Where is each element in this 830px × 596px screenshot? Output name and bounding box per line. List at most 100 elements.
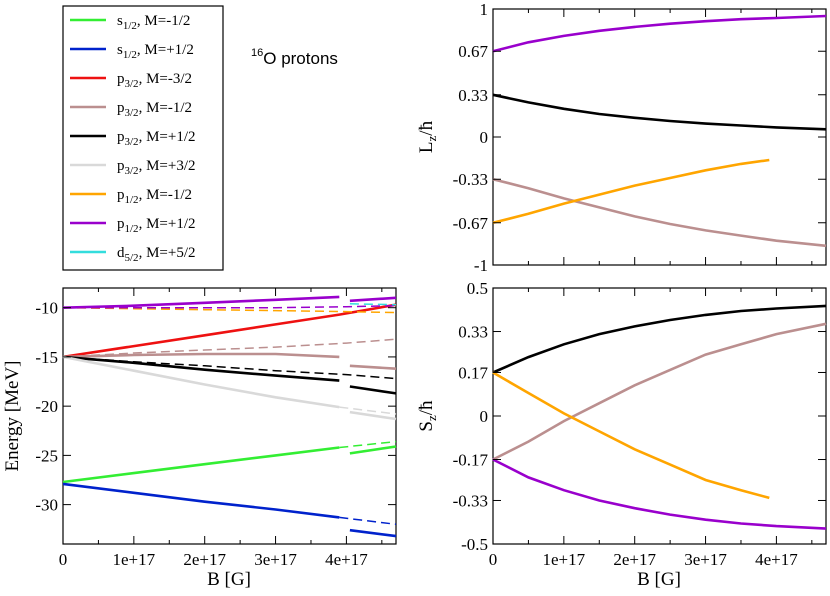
legend-orbital: p xyxy=(117,187,125,203)
legend-items-group: s1/2, M=-1/2s1/2, M=+1/2p3/2, M=-3/2p3/2… xyxy=(70,13,196,264)
energy-series-group xyxy=(62,295,397,538)
energy-series-p32_p32-dashed xyxy=(339,406,397,415)
sz-x-tick-label: 4e+17 xyxy=(755,550,798,569)
legend-label-p12_m12: p1/2, M=-1/2 xyxy=(117,187,192,206)
nucleus-label: O protons xyxy=(263,49,338,68)
legend-suffix: , M=-1/2 xyxy=(139,100,192,116)
nucleus-note: 16O protons xyxy=(251,47,338,68)
lz-panel: -1 -0.67 -0.33 0 0.33 0.67 1 Lz/ħ xyxy=(416,0,827,275)
lz-ticks-group: -1 -0.67 -0.33 0 0.33 0.67 1 xyxy=(453,0,826,275)
lz-y-tick-label: -0.33 xyxy=(453,170,488,189)
energy-series-d52_p52-dashed xyxy=(349,303,397,306)
energy-series-p32_m12 xyxy=(349,364,397,370)
sz-y-tick-label: 0.5 xyxy=(467,279,488,298)
legend-suffix: , M=-1/2 xyxy=(137,13,190,29)
energy-series-p12_p12 xyxy=(349,296,397,303)
energy-series-s12_p12-dashed xyxy=(339,516,397,526)
energy-x-axis-label: B [G] xyxy=(207,569,251,590)
sz-y-tick-label: -0.33 xyxy=(453,491,488,510)
legend-label-p32_p12: p3/2, M=+1/2 xyxy=(117,129,196,148)
energy-x-tick-label: 2e+17 xyxy=(183,550,226,569)
energy-x-tick-label: 0 xyxy=(59,550,68,569)
legend-subscript: 3/2 xyxy=(125,165,139,177)
legend-suffix: , M=-1/2 xyxy=(139,187,192,203)
sz-x-tick-label: 2e+17 xyxy=(613,550,656,569)
legend-subscript: 3/2 xyxy=(125,107,139,119)
sz-y-tick-label: -0.17 xyxy=(453,451,489,470)
legend-subscript: 3/2 xyxy=(125,136,139,148)
energy-series-p32_m12 xyxy=(62,352,340,359)
energy-series-p12_p12 xyxy=(62,295,340,309)
legend-suffix: , M=+5/2 xyxy=(139,245,196,261)
legend-label-s12_m12: s1/2, M=-1/2 xyxy=(117,13,190,32)
sz-y-label-sub: z xyxy=(424,415,439,421)
lz-y-tick-label: -1 xyxy=(474,256,488,275)
sz-y-tick-label: -0.5 xyxy=(461,535,488,554)
legend-label-p32_m32: p3/2, M=-3/2 xyxy=(117,71,192,90)
legend-orbital: p xyxy=(117,129,125,145)
sz-x-tick-label: 1e+17 xyxy=(543,550,586,569)
energy-y-axis-label: Energy [MeV] xyxy=(2,361,23,472)
lz-series-p12_m12 xyxy=(492,158,770,225)
legend-label-p32_m12: p3/2, M=-1/2 xyxy=(117,100,192,119)
legend-orbital: p xyxy=(117,71,125,87)
energy-y-tick-label: -10 xyxy=(35,299,58,318)
lz-y-label-suffix: /ħ xyxy=(416,120,437,135)
legend-orbital: s xyxy=(117,42,123,58)
energy-y-tick-label: -25 xyxy=(35,446,58,465)
sz-series-p12_m12 xyxy=(492,371,770,500)
sz-series-group xyxy=(492,304,827,530)
energy-series-p32_m32 xyxy=(62,303,397,359)
energy-ticks-group: 0 1e+17 2e+17 3e+17 4e+17 -30 -25 -20 -15 -10 xyxy=(35,288,396,569)
sz-panel: 0 1e+17 2e+17 3e+17 4e+17 -0.5 -0.33 -0.17 0 0.17… xyxy=(416,279,827,590)
legend-orbital: s xyxy=(117,13,123,29)
lz-series-p32_m12 xyxy=(492,177,827,248)
legend-suffix: , M=-3/2 xyxy=(139,71,192,87)
energy-series-s12_m12 xyxy=(349,445,397,455)
energy-series-s12_m12-dashed xyxy=(339,440,397,449)
energy-series-p12_p12-dashed xyxy=(63,304,397,309)
lz-series-group xyxy=(492,14,827,248)
energy-x-tick-label: 1e+17 xyxy=(113,550,156,569)
sz-y-tick-label: 0.33 xyxy=(458,323,488,342)
legend-subscript: 1/2 xyxy=(123,49,137,61)
energy-series-s12_m12 xyxy=(62,446,340,484)
lz-series-p32_p12 xyxy=(492,93,827,131)
legend-orbital: p xyxy=(117,158,125,174)
energy-panel: 0 1e+17 2e+17 3e+17 4e+17 -30 -25 -20 -15 -10 B [… xyxy=(2,287,397,590)
lz-y-label-sub: z xyxy=(424,135,439,141)
lz-y-tick-label: 0.33 xyxy=(458,86,488,105)
sz-series-p32_m12 xyxy=(492,322,827,461)
energy-y-tick-label: -15 xyxy=(35,348,58,367)
lz-y-tick-label: 0.67 xyxy=(458,42,488,61)
lz-y-label-main: L xyxy=(416,141,437,153)
sz-y-axis-label: Sz/ħ xyxy=(416,400,439,432)
lz-y-tick-label: 1 xyxy=(480,0,489,19)
sz-plot-frame xyxy=(492,287,827,545)
energy-series-p32_p12 xyxy=(62,355,340,382)
legend-subscript: 5/2 xyxy=(125,252,139,264)
legend-label-p12_p12: p1/2, M=+1/2 xyxy=(117,216,196,235)
sz-x-axis-label: B [G] xyxy=(637,569,681,590)
energy-series-p32_m12-dashed xyxy=(62,338,397,358)
sz-y-tick-label: 0.17 xyxy=(458,363,488,382)
legend-orbital: d xyxy=(117,245,125,261)
sz-series-p32_p12 xyxy=(492,304,827,374)
legend-subscript: 3/2 xyxy=(125,78,139,90)
energy-y-tick-label: -30 xyxy=(35,496,58,515)
legend-label-d52_p52: d5/2, M=+5/2 xyxy=(117,245,196,264)
sz-series-p12_p12 xyxy=(492,458,827,530)
energy-series-p32_p32 xyxy=(349,410,397,421)
legend-suffix: , M=+1/2 xyxy=(137,42,194,58)
legend-orbital: p xyxy=(117,100,125,116)
legend-orbital: p xyxy=(117,216,125,232)
legend-subscript: 1/2 xyxy=(125,194,139,206)
legend-subscript: 1/2 xyxy=(123,20,137,32)
lz-y-axis-label: Lz/ħ xyxy=(416,120,439,153)
sz-y-label-suffix: /ħ xyxy=(416,400,437,415)
legend-label-s12_p12: s1/2, M=+1/2 xyxy=(117,42,194,61)
legend-suffix: , M=+3/2 xyxy=(139,158,196,174)
lz-series-p12_p12 xyxy=(492,14,827,53)
sz-x-tick-label: 0 xyxy=(489,550,498,569)
